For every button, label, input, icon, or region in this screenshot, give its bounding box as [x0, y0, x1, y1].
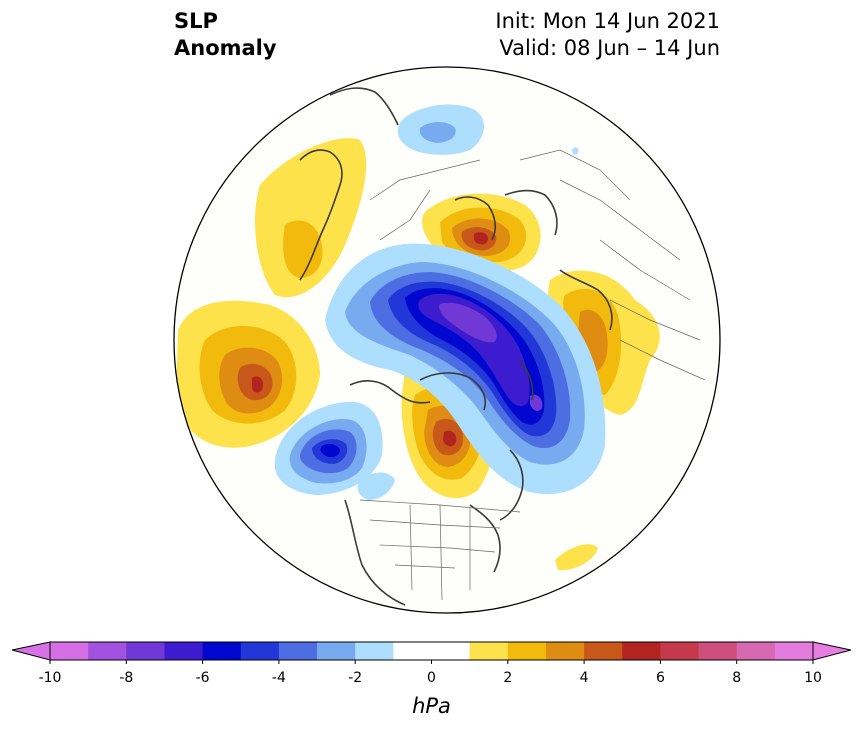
colorbar-swatch	[393, 642, 432, 660]
colorbar-tick-label: -6	[196, 670, 210, 686]
colorbar-tick-label: 8	[732, 670, 741, 686]
colorbar-swatch	[469, 642, 509, 660]
colorbar-tick-label: -10	[39, 670, 62, 686]
colorbar-swatches	[50, 642, 814, 660]
coastlines	[299, 87, 613, 606]
colorbar-tick-label: 4	[580, 670, 589, 686]
polar-map	[173, 66, 721, 614]
europe-low	[397, 104, 579, 155]
east-asia-high	[255, 138, 367, 298]
colorbar-extend-low	[11, 641, 51, 661]
colorbar-swatch	[164, 642, 204, 660]
colorbar-swatch	[50, 642, 89, 660]
colorbar-tick-label: 0	[427, 670, 436, 686]
init-date: Init: Mon 14 Jun 2021	[495, 9, 720, 33]
colorbar-swatch	[660, 642, 700, 660]
colorbar-tick-label: 6	[656, 670, 665, 686]
colorbar-swatch	[774, 642, 814, 660]
colorbar-swatch	[278, 642, 318, 660]
europe-high	[548, 270, 660, 415]
colorbar-swatch	[545, 642, 585, 660]
title-anomaly: Anomaly	[174, 36, 277, 60]
map-boundary	[173, 66, 721, 614]
colorbar-swatch	[202, 642, 242, 660]
colorbar-swatch	[126, 642, 165, 660]
colorbar-tick-label: -4	[272, 670, 286, 686]
arctic-low	[325, 243, 606, 495]
colorbar-swatch	[240, 642, 280, 660]
colorbar-swatch	[88, 642, 127, 660]
colorbar-unit: hPa	[412, 694, 451, 718]
colorbar-tick-label: 2	[503, 670, 512, 686]
pacific-high	[176, 300, 320, 448]
borders	[359, 149, 706, 601]
colorbar-tick-label: -8	[119, 670, 133, 686]
colorbar: -10 -8 -6 -4 -2 0 2 4 6 8 10	[11, 641, 852, 686]
colorbar-tick-label: -2	[348, 670, 362, 686]
colorbar-swatch	[355, 642, 394, 660]
colorbar-extend-high	[812, 641, 852, 661]
colorbar-swatch	[736, 642, 776, 660]
map-title-right: Init: Mon 14 Jun 2021 Valid: 08 Jun – 14…	[495, 8, 720, 62]
colorbar-swatch	[622, 642, 661, 660]
colorbar-swatch	[584, 642, 623, 660]
colorbar-swatch	[317, 642, 356, 660]
title-variable: SLP	[174, 9, 218, 33]
valid-range: Valid: 08 Jun – 14 Jun	[499, 36, 720, 60]
colorbar-ticks: -10 -8 -6 -4 -2 0 2 4 6 8 10	[39, 660, 822, 686]
alaska-low	[274, 401, 395, 500]
anomaly-contours	[176, 87, 706, 606]
colorbar-swatch	[698, 642, 738, 660]
colorbar-tick-label: 10	[804, 670, 822, 686]
colorbar-swatch	[431, 642, 471, 660]
atlantic-high	[555, 544, 598, 571]
colorbar-swatch	[507, 642, 547, 660]
map-title-left: SLP Anomaly	[174, 8, 277, 62]
